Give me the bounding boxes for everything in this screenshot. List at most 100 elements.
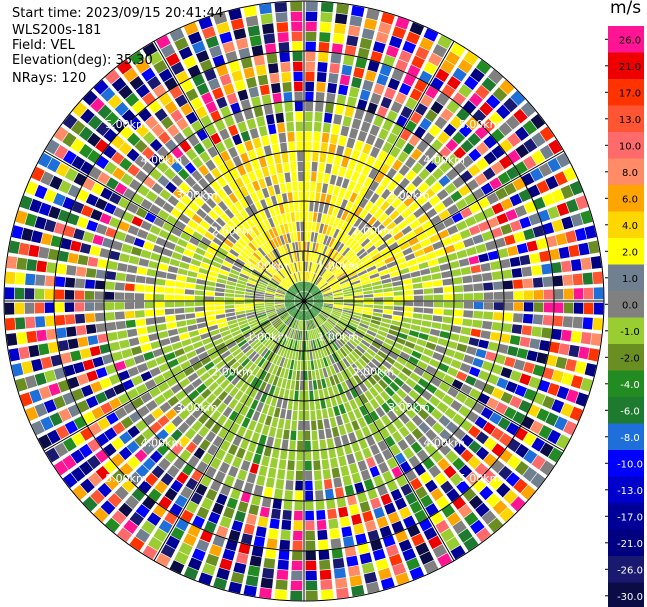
radar-gate-1709 (351, 585, 365, 597)
radar-gate-432 (384, 205, 395, 216)
radar-gate-2682 (174, 301, 185, 307)
radar-gate-113 (341, 64, 353, 76)
radar-gate-1416 (339, 347, 348, 357)
radar-gate-2245 (121, 478, 136, 493)
colorbar-tick-2: 17.0 (619, 88, 641, 99)
radar-gate-443 (458, 124, 473, 138)
radar-gate-3034 (262, 272, 272, 279)
radar-gate-1527 (428, 535, 443, 550)
radar-gate-1987 (276, 366, 282, 377)
radar-gate-2214 (138, 480, 152, 494)
radar-gate-2388 (140, 392, 153, 404)
radar-gate-1872 (284, 419, 291, 430)
radar-gate-1333 (396, 388, 407, 399)
radar-gate-2557 (226, 316, 237, 322)
radar-gate-2046 (272, 354, 280, 365)
radar-gate-1674 (355, 533, 368, 545)
radar-gate-1360 (371, 372, 381, 382)
radar-gate-91 (305, 281, 308, 292)
radar-gate-1139 (569, 406, 583, 422)
radar-gate-3512 (299, 271, 302, 282)
radar-gate-1378 (492, 500, 508, 515)
radar-gate-2775 (145, 277, 156, 285)
radar-gate-1325 (339, 334, 348, 343)
radar-gate-1438 (470, 519, 485, 535)
radar-gate-150 (304, 291, 307, 301)
radar-gate-1247 (442, 394, 454, 406)
radar-gate-2610 (294, 301, 304, 303)
radar-gate-1727 (322, 469, 331, 480)
radar-gate-3414 (216, 64, 229, 77)
radar-gate-3333 (286, 265, 292, 275)
radar-gate-2059 (214, 470, 226, 483)
radar-gate-251 (349, 192, 358, 203)
radar-gate-127 (319, 223, 325, 234)
radar-gate-3332 (290, 274, 296, 284)
radar-gate-1461 (419, 471, 432, 485)
radar-gate-2407 (233, 333, 244, 341)
radar-gate-3287 (207, 146, 219, 158)
radar-gate-2009 (198, 572, 213, 586)
radar-gate-1932 (271, 417, 279, 428)
radar-gate-1581 (380, 493, 392, 506)
radar-gate-318 (395, 137, 407, 150)
radar-gate-737 (466, 246, 477, 256)
range-ring-label-2-315: 2.00km (211, 224, 253, 237)
radar-gate-3495 (271, 143, 280, 155)
radar-gate-639 (384, 256, 395, 264)
radar-gate-393 (323, 270, 331, 279)
radar-gate-2057 (223, 452, 234, 465)
radar-gate-78 (323, 112, 333, 123)
radar-gate-1341 (453, 442, 467, 456)
radar-gate-1173 (330, 314, 339, 321)
radar-gate-2707 (224, 297, 235, 301)
radar-gate-536 (507, 132, 521, 147)
radar-gate-2642 (274, 302, 285, 304)
radar-gate-2035 (199, 530, 213, 543)
radar-gate-1748 (308, 380, 313, 391)
radar-gate-97 (315, 222, 320, 233)
radar-gate-1095 (444, 348, 456, 358)
radar-gate-1739 (336, 587, 349, 599)
radar-gate-1613 (376, 516, 389, 529)
radar-gate-552 (401, 225, 413, 235)
radar-gate-1521 (400, 483, 413, 496)
radar-gate-1916 (249, 555, 262, 567)
radar-gate-3175 (121, 109, 136, 124)
radar-gate-293 (409, 88, 423, 102)
radar-gate-2131 (292, 309, 299, 318)
radar-gate-1637 (349, 463, 359, 474)
radar-gate-3398 (272, 216, 279, 227)
radar-gate-458 (360, 238, 371, 248)
radar-gate-968 (383, 309, 393, 315)
radar-gate-3577 (300, 221, 304, 232)
radar-gate-1565 (322, 346, 328, 357)
radar-gate-2722 (74, 290, 85, 300)
radar-gate-2075 (274, 344, 281, 354)
radar-gate-463 (396, 203, 407, 214)
radar-gate-1944 (240, 533, 253, 545)
radar-gate-1964 (258, 434, 267, 446)
radar-gate-638 (375, 260, 386, 268)
radar-gate-666 (359, 273, 369, 280)
radar-gate-1543 (357, 417, 367, 428)
radar-gate-450 (304, 294, 311, 301)
radar-gate-2924 (164, 241, 176, 250)
radar-gate-151 (306, 282, 310, 292)
radar-gate-507 (505, 115, 521, 130)
radar-gate-2253 (274, 321, 283, 329)
radar-gate-2273 (127, 455, 141, 470)
radar-gate-755 (352, 286, 362, 291)
radar-gate-1764 (318, 539, 329, 550)
radar-gate-2848 (21, 227, 34, 242)
radar-gate-2877 (34, 216, 47, 230)
radar-gate-2939 (25, 180, 39, 196)
radar-gate-3585 (296, 141, 304, 152)
radar-gate-799 (490, 260, 501, 271)
radar-gate-2303 (118, 446, 133, 461)
radar-gate-2824 (255, 288, 266, 293)
radar-gate-689 (569, 180, 583, 196)
radar-gate-3546 (297, 231, 301, 242)
radar-gate-1353 (324, 322, 332, 331)
radar-gate-247 (332, 228, 340, 239)
